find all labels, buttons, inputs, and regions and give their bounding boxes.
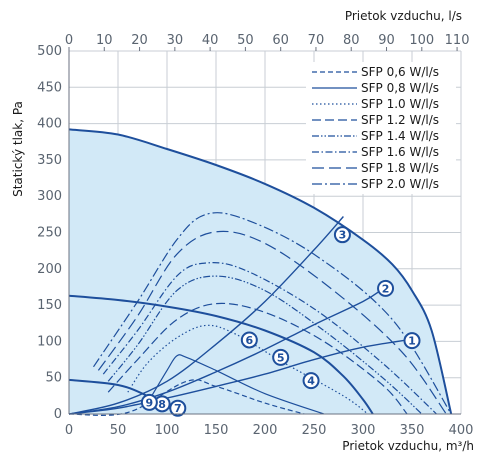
y-tick-label: 50 <box>45 371 62 386</box>
marker-label: 2 <box>382 282 390 295</box>
legend-label: SFP 1.8 W/l/s <box>361 161 439 175</box>
x-tick-label: 50 <box>110 423 127 438</box>
top-tick-label: 100 <box>409 33 434 48</box>
legend-label: SFP 1.2 W/l/s <box>361 113 439 127</box>
marker-circle <box>333 226 351 244</box>
system-curve-2 <box>68 288 383 415</box>
x-tick-label: 250 <box>302 423 327 438</box>
legend-label: SFP 0,6 W/l/s <box>361 65 439 79</box>
y-tick-label: 350 <box>37 153 62 168</box>
top-tick-label: 0 <box>65 33 73 48</box>
sfp-curve-6 <box>102 262 437 415</box>
y-tick-label: 250 <box>37 226 62 241</box>
legend-label: SFP 1.6 W/l/s <box>361 145 439 159</box>
sfp-curve-4 <box>107 302 408 415</box>
legend-label: SFP 1.0 W/l/s <box>361 97 439 111</box>
top-tick-label: 30 <box>167 33 184 48</box>
axes: 0 50 100 150 200 250 300 350 4000501001502002503… <box>37 33 473 438</box>
top-tick-label: 40 <box>202 33 219 48</box>
legend-label: SFP 1.4 W/l/s <box>361 129 439 143</box>
x-tick-label: 300 <box>351 423 376 438</box>
y-tick-label: 200 <box>37 262 62 277</box>
top-tick-label: 90 <box>378 33 395 48</box>
operating-area-fill <box>69 129 452 414</box>
legend-box <box>306 62 456 194</box>
legend: SFP 0,6 W/l/s SFP 0,8 W/l/s SFP 1.0 W/l/s S… <box>306 62 456 194</box>
legend-label: SFP 2.0 W/l/s <box>361 177 439 191</box>
y-tick-label: 150 <box>37 298 62 313</box>
y-tick-label: 500 <box>37 44 62 59</box>
operating-point-7: 7 <box>169 399 187 417</box>
marker-circle <box>403 332 421 350</box>
operating-point-6: 6 <box>240 331 258 349</box>
sfp-curve-3 <box>127 324 369 415</box>
x-tick-label: 100 <box>155 423 180 438</box>
y-tick-label: 0 <box>54 407 62 422</box>
fan-curve-2 <box>68 294 374 415</box>
x-axis-title: Prietok vzduchu, m³/h <box>342 439 474 453</box>
x-tick-label: 400 <box>449 423 474 438</box>
top-tick-label: 80 <box>343 33 360 48</box>
operating-point-3: 3 <box>333 226 351 244</box>
system-curve-3 <box>68 216 344 415</box>
operating-point-5: 5 <box>272 348 290 366</box>
marker-circle <box>272 348 290 366</box>
operating-point-4: 4 <box>302 372 320 390</box>
marker-circle <box>240 331 258 349</box>
x-tick-label: 0 <box>65 423 73 438</box>
sfp-curve-2 <box>146 354 324 415</box>
marker-label: 7 <box>174 402 182 415</box>
y-axis-title: Statický tlak, Pa <box>11 101 25 197</box>
sfp-curve-5 <box>107 275 423 415</box>
fan-curve-1 <box>68 128 453 415</box>
system-curve-1 <box>68 338 413 415</box>
marker-label: 3 <box>339 229 347 242</box>
y-tick-label: 450 <box>37 80 62 95</box>
operating-point-2: 2 <box>377 279 395 297</box>
y-tick-label: 100 <box>37 334 62 349</box>
marker-label: 9 <box>146 396 154 409</box>
sfp-curves <box>68 212 452 416</box>
marker-circle <box>140 393 158 411</box>
legend-label: SFP 0,8 W/l/s <box>361 81 439 95</box>
marker-label: 5 <box>277 351 285 364</box>
top-tick-label: 50 <box>237 33 254 48</box>
x-tick-label: 150 <box>204 423 229 438</box>
marker-circle <box>302 372 320 390</box>
sfp-curve-7 <box>97 230 447 415</box>
marker-circle <box>169 399 187 417</box>
marker-label: 1 <box>408 335 416 348</box>
top-tick-label: 70 <box>308 33 325 48</box>
x-tick-label: 350 <box>400 423 425 438</box>
marker-circle <box>377 279 395 297</box>
marker-label: 4 <box>307 375 315 388</box>
operating-point-9: 9 <box>140 393 158 411</box>
top-tick-label: 20 <box>131 33 148 48</box>
operating-point-1: 1 <box>403 332 421 350</box>
marker-label: 8 <box>158 398 166 411</box>
top-axis-title: Prietok vzduchu, l/s <box>345 9 462 23</box>
sfp-curve-1 <box>68 379 305 416</box>
y-tick-label: 400 <box>37 117 62 132</box>
top-tick-label: 60 <box>272 33 289 48</box>
operating-point-markers: 1 2 3 4 5 6 789 <box>140 226 421 417</box>
x-tick-label: 200 <box>253 423 278 438</box>
top-tick-label: 10 <box>96 33 113 48</box>
fan-and-system-curves <box>68 128 453 415</box>
y-tick-label: 300 <box>37 189 62 204</box>
top-tick-label: 110 <box>445 33 470 48</box>
marker-label: 6 <box>245 334 253 347</box>
sfp-curve-8 <box>93 212 452 415</box>
